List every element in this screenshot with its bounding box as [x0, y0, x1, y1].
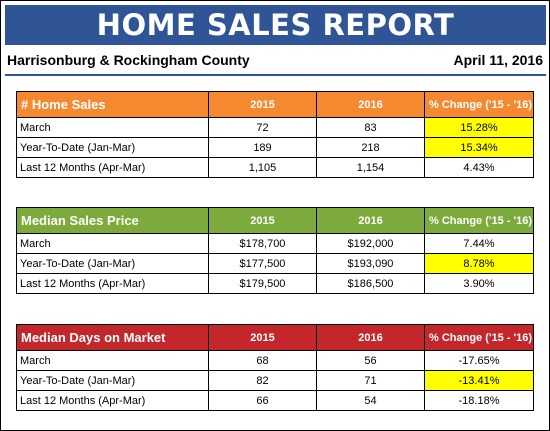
value-2016: 1,154	[316, 157, 425, 178]
report-date: April 11, 2016	[453, 52, 543, 68]
value-2016: $192,000	[316, 233, 425, 254]
column-header-change: % Change ('15 - '16)	[424, 324, 534, 351]
home-sales-table: # Home Sales 2015 2016 % Change ('15 - '…	[16, 91, 534, 178]
column-header-2016: 2016	[316, 91, 425, 118]
value-2016: 83	[316, 117, 425, 138]
column-header-change: % Change ('15 - '16)	[424, 207, 534, 234]
value-2016: $186,500	[316, 273, 425, 294]
table-row: March $178,700 $192,000 7.44%	[16, 233, 534, 254]
header-divider	[5, 74, 546, 76]
value-2015: 68	[208, 350, 317, 371]
median-sales-price-table: Median Sales Price 2015 2016 % Change ('…	[16, 207, 534, 294]
column-header-2015: 2015	[208, 207, 317, 234]
percent-change: 7.44%	[424, 233, 534, 254]
value-2016: $193,090	[316, 253, 425, 274]
region-label: Harrisonburg & Rockingham County	[7, 52, 250, 68]
table-row: Last 12 Months (Apr-Mar) $179,500 $186,5…	[16, 273, 534, 294]
table-row: Year-To-Date (Jan-Mar) 189 218 15.34%	[16, 137, 534, 158]
row-label: March	[16, 233, 209, 254]
table-title: Median Sales Price	[16, 207, 209, 234]
value-2016: 54	[316, 390, 425, 411]
column-header-2015: 2015	[208, 324, 317, 351]
table-row: Year-To-Date (Jan-Mar) 82 71 -13.41%	[16, 370, 534, 391]
percent-change: -18.18%	[424, 390, 534, 411]
table-header-row: Median Days on Market 2015 2016 % Change…	[16, 324, 534, 351]
table-row: Last 12 Months (Apr-Mar) 66 54 -18.18%	[16, 390, 534, 411]
table-row: Last 12 Months (Apr-Mar) 1,105 1,154 4.4…	[16, 157, 534, 178]
column-header-2016: 2016	[316, 324, 425, 351]
percent-change: -17.65%	[424, 350, 534, 371]
value-2015: 189	[208, 137, 317, 158]
value-2015: 66	[208, 390, 317, 411]
table-title: # Home Sales	[16, 91, 209, 118]
percent-change: 8.78%	[424, 253, 534, 274]
column-header-change: % Change ('15 - '16)	[424, 91, 534, 118]
row-label: Last 12 Months (Apr-Mar)	[16, 390, 209, 411]
row-label: Last 12 Months (Apr-Mar)	[16, 157, 209, 178]
value-2016: 218	[316, 137, 425, 158]
row-label: March	[16, 117, 209, 138]
percent-change: 15.34%	[424, 137, 534, 158]
table-header-row: Median Sales Price 2015 2016 % Change ('…	[16, 207, 534, 234]
value-2015: $178,700	[208, 233, 317, 254]
row-label: Year-To-Date (Jan-Mar)	[16, 137, 209, 158]
table-row: March 72 83 15.28%	[16, 117, 534, 138]
row-label: Year-To-Date (Jan-Mar)	[16, 370, 209, 391]
report-title: HOME SALES REPORT	[5, 5, 546, 45]
value-2015: 82	[208, 370, 317, 391]
percent-change: 15.28%	[424, 117, 534, 138]
table-row: March 68 56 -17.65%	[16, 350, 534, 371]
table-header-row: # Home Sales 2015 2016 % Change ('15 - '…	[16, 91, 534, 118]
value-2016: 71	[316, 370, 425, 391]
row-label: March	[16, 350, 209, 371]
median-days-on-market-table: Median Days on Market 2015 2016 % Change…	[16, 324, 534, 411]
column-header-2015: 2015	[208, 91, 317, 118]
value-2015: $179,500	[208, 273, 317, 294]
percent-change: -13.41%	[424, 370, 534, 391]
table-row: Year-To-Date (Jan-Mar) $177,500 $193,090…	[16, 253, 534, 274]
column-header-2016: 2016	[316, 207, 425, 234]
value-2016: 56	[316, 350, 425, 371]
row-label: Last 12 Months (Apr-Mar)	[16, 273, 209, 294]
value-2015: 1,105	[208, 157, 317, 178]
row-label: Year-To-Date (Jan-Mar)	[16, 253, 209, 274]
value-2015: $177,500	[208, 253, 317, 274]
value-2015: 72	[208, 117, 317, 138]
percent-change: 4.43%	[424, 157, 534, 178]
table-title: Median Days on Market	[16, 324, 209, 351]
report-subheader: Harrisonburg & Rockingham County April 1…	[5, 49, 543, 69]
percent-change: 3.90%	[424, 273, 534, 294]
